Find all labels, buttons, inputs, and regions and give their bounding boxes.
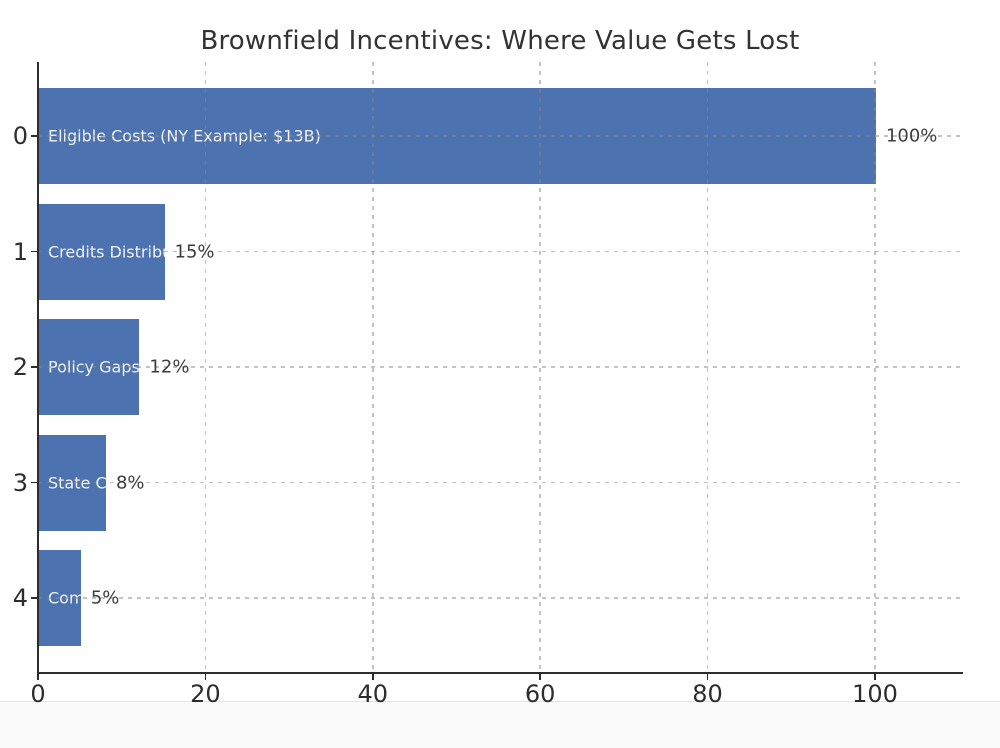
plot-area: Eligible Costs (NY Example: $13B) 100% Cre… — [38, 62, 962, 673]
x-axis-spine — [37, 672, 963, 674]
y-tick-label: 2 — [12, 353, 28, 381]
bar-chart-figure: Brownfield Incentives: Where Value Gets … — [12, 26, 963, 708]
x-tick-label: 20 — [190, 680, 221, 708]
y-tick-mark — [31, 250, 37, 253]
y-tick-label: 1 — [12, 237, 28, 266]
x-tick-label: 0 — [30, 680, 46, 708]
x-tick-label: 100 — [852, 680, 898, 708]
value-label: 8% — [115, 472, 145, 493]
y-tick-mark — [31, 597, 37, 599]
gridline-horizontal — [38, 597, 962, 599]
gridline-horizontal — [38, 481, 962, 484]
value-label: 15% — [174, 241, 215, 262]
value-label: 12% — [149, 356, 190, 378]
gridline-horizontal — [38, 135, 962, 137]
gridline-horizontal — [38, 366, 962, 368]
y-tick-label: 0 — [12, 122, 28, 150]
y-axis-spine — [37, 62, 39, 674]
x-tick-mark — [204, 674, 207, 680]
x-tick-mark — [874, 674, 876, 680]
x-tick-mark — [539, 674, 541, 680]
x-tick-label: 40 — [357, 680, 389, 708]
x-tick-label: 80 — [692, 680, 723, 708]
gridline-horizontal — [38, 250, 962, 253]
value-label: 5% — [90, 587, 120, 609]
x-tick-mark — [371, 674, 374, 680]
y-tick-label: 3 — [12, 468, 28, 497]
y-tick-mark — [31, 481, 37, 484]
y-tick-label: 4 — [12, 584, 28, 612]
x-tick-mark — [706, 674, 709, 680]
page-footer-strip — [0, 702, 1000, 748]
figure-bottom-divider — [0, 701, 1000, 702]
y-tick-mark — [31, 135, 37, 137]
x-tick-label: 60 — [524, 680, 556, 708]
x-tick-mark — [37, 674, 39, 680]
y-tick-mark — [31, 366, 37, 368]
chart-title: Brownfield Incentives: Where Value Gets … — [200, 26, 800, 56]
value-label: 100% — [885, 125, 938, 147]
